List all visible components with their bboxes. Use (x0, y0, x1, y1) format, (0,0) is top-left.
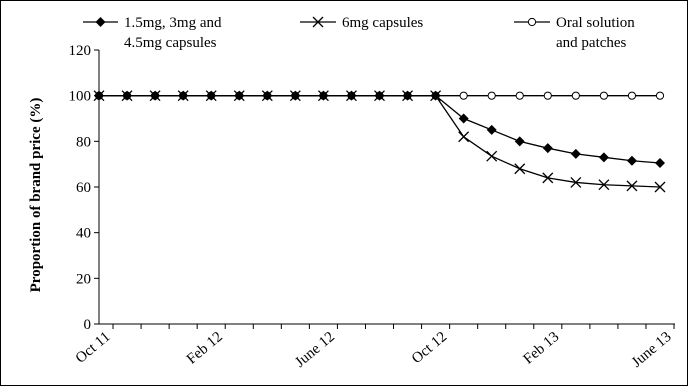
series-filled-diamond (94, 90, 665, 169)
y-tick-label: 60 (76, 180, 91, 196)
data-point (626, 155, 637, 166)
data-point (543, 91, 552, 100)
data-point (95, 17, 106, 27)
data-point (571, 91, 580, 100)
data-point (627, 91, 637, 100)
x-tick-label: Oct 11 (73, 329, 114, 367)
y-tick-label: 20 (76, 271, 91, 287)
legend-item: Oral solution and patches (514, 15, 635, 51)
data-point (458, 113, 469, 124)
data-point (346, 90, 357, 101)
data-point (570, 148, 581, 159)
legend: 1.5mg, 3mg and 4.5mg capsules 6mg capsules… (83, 15, 635, 51)
legend-item: 6mg capsules (300, 15, 423, 31)
y-tick-label: 100 (69, 89, 92, 105)
legend-label: 4.5mg capsules (124, 35, 217, 51)
data-point (599, 91, 609, 100)
data-point (430, 90, 441, 101)
data-point (626, 180, 638, 192)
data-point (402, 90, 413, 101)
legend-label: 6mg capsules (342, 15, 423, 31)
y-tick-label: 0 (84, 317, 92, 333)
data-point (654, 181, 666, 193)
data-point (570, 176, 582, 188)
data-point (486, 124, 497, 135)
data-point (206, 90, 217, 101)
data-point (514, 163, 526, 175)
series-cross (93, 90, 666, 193)
x-tick-label: Oct 12 (409, 329, 450, 367)
data-point (262, 90, 273, 101)
series-layer (93, 90, 666, 193)
x-tick-label: Feb 13 (520, 329, 562, 368)
x-tick-label: June 12 (292, 329, 338, 371)
data-point (318, 90, 329, 101)
y-axis-title: Proportion of brand price (%) (28, 98, 44, 293)
data-point (312, 16, 324, 28)
data-point (655, 91, 665, 100)
data-point (514, 136, 525, 147)
data-point (527, 17, 537, 27)
data-point (598, 152, 609, 163)
data-point (178, 90, 189, 101)
data-point (459, 91, 468, 100)
data-point (655, 158, 665, 169)
legend-label: 1.5mg, 3mg and (124, 15, 222, 31)
data-point (515, 91, 524, 100)
data-point (122, 90, 133, 101)
data-point (486, 150, 498, 162)
legend-label: and patches (556, 35, 627, 51)
data-point (150, 90, 161, 101)
series-line (99, 95, 661, 188)
data-point (234, 90, 245, 101)
data-point (598, 179, 610, 191)
data-point (542, 172, 554, 184)
legend-label: Oral solution (556, 15, 635, 31)
y-tick-label: 120 (69, 43, 92, 59)
x-tick-label: June 13 (629, 329, 675, 371)
data-point (458, 131, 470, 143)
data-point (94, 90, 104, 101)
y-tick-label: 80 (76, 134, 91, 150)
data-point (542, 143, 553, 154)
legend-item: 1.5mg, 3mg and 4.5mg capsules (83, 15, 222, 51)
data-point (290, 90, 301, 101)
x-tick-label: Feb 12 (184, 329, 226, 368)
data-point (374, 90, 385, 101)
data-point (487, 91, 496, 100)
y-tick-label: 40 (76, 226, 91, 242)
